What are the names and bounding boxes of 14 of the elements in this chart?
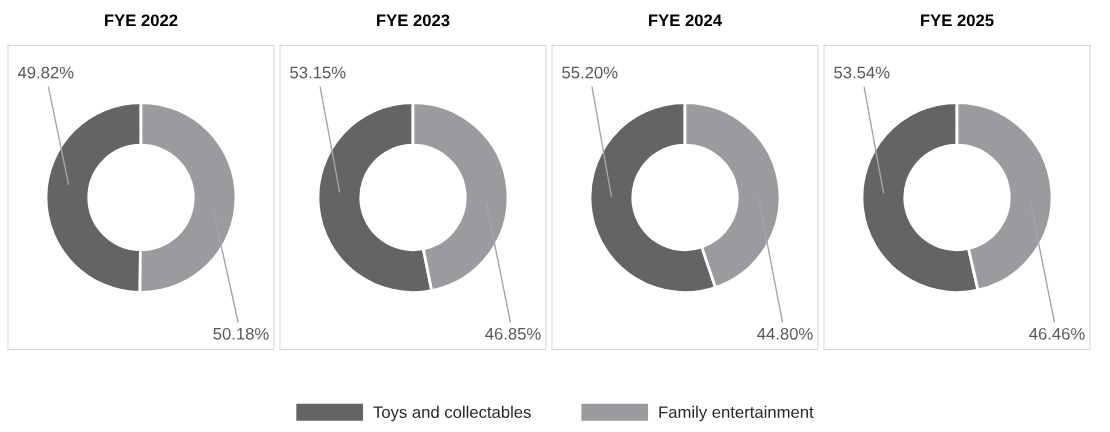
legend-label: Family entertainment: [659, 405, 814, 422]
data-label: 53.54%: [834, 66, 890, 79]
data-label: 46.46%: [1029, 327, 1085, 340]
legend-label: Toys and collectables: [373, 405, 531, 422]
data-label: 44.80%: [757, 327, 813, 340]
data-label: 49.82%: [17, 66, 74, 79]
data-label: 55.20%: [562, 66, 618, 79]
chart-title: FYE 2022: [105, 14, 178, 27]
chart-title: FYE 2024: [649, 14, 722, 27]
data-label: 50.18%: [213, 327, 269, 340]
chart-title: FYE 2025: [921, 14, 994, 27]
chart-title: FYE 2023: [377, 14, 450, 27]
data-label: 53.15%: [290, 66, 346, 79]
data-label: 46.85%: [485, 327, 541, 340]
